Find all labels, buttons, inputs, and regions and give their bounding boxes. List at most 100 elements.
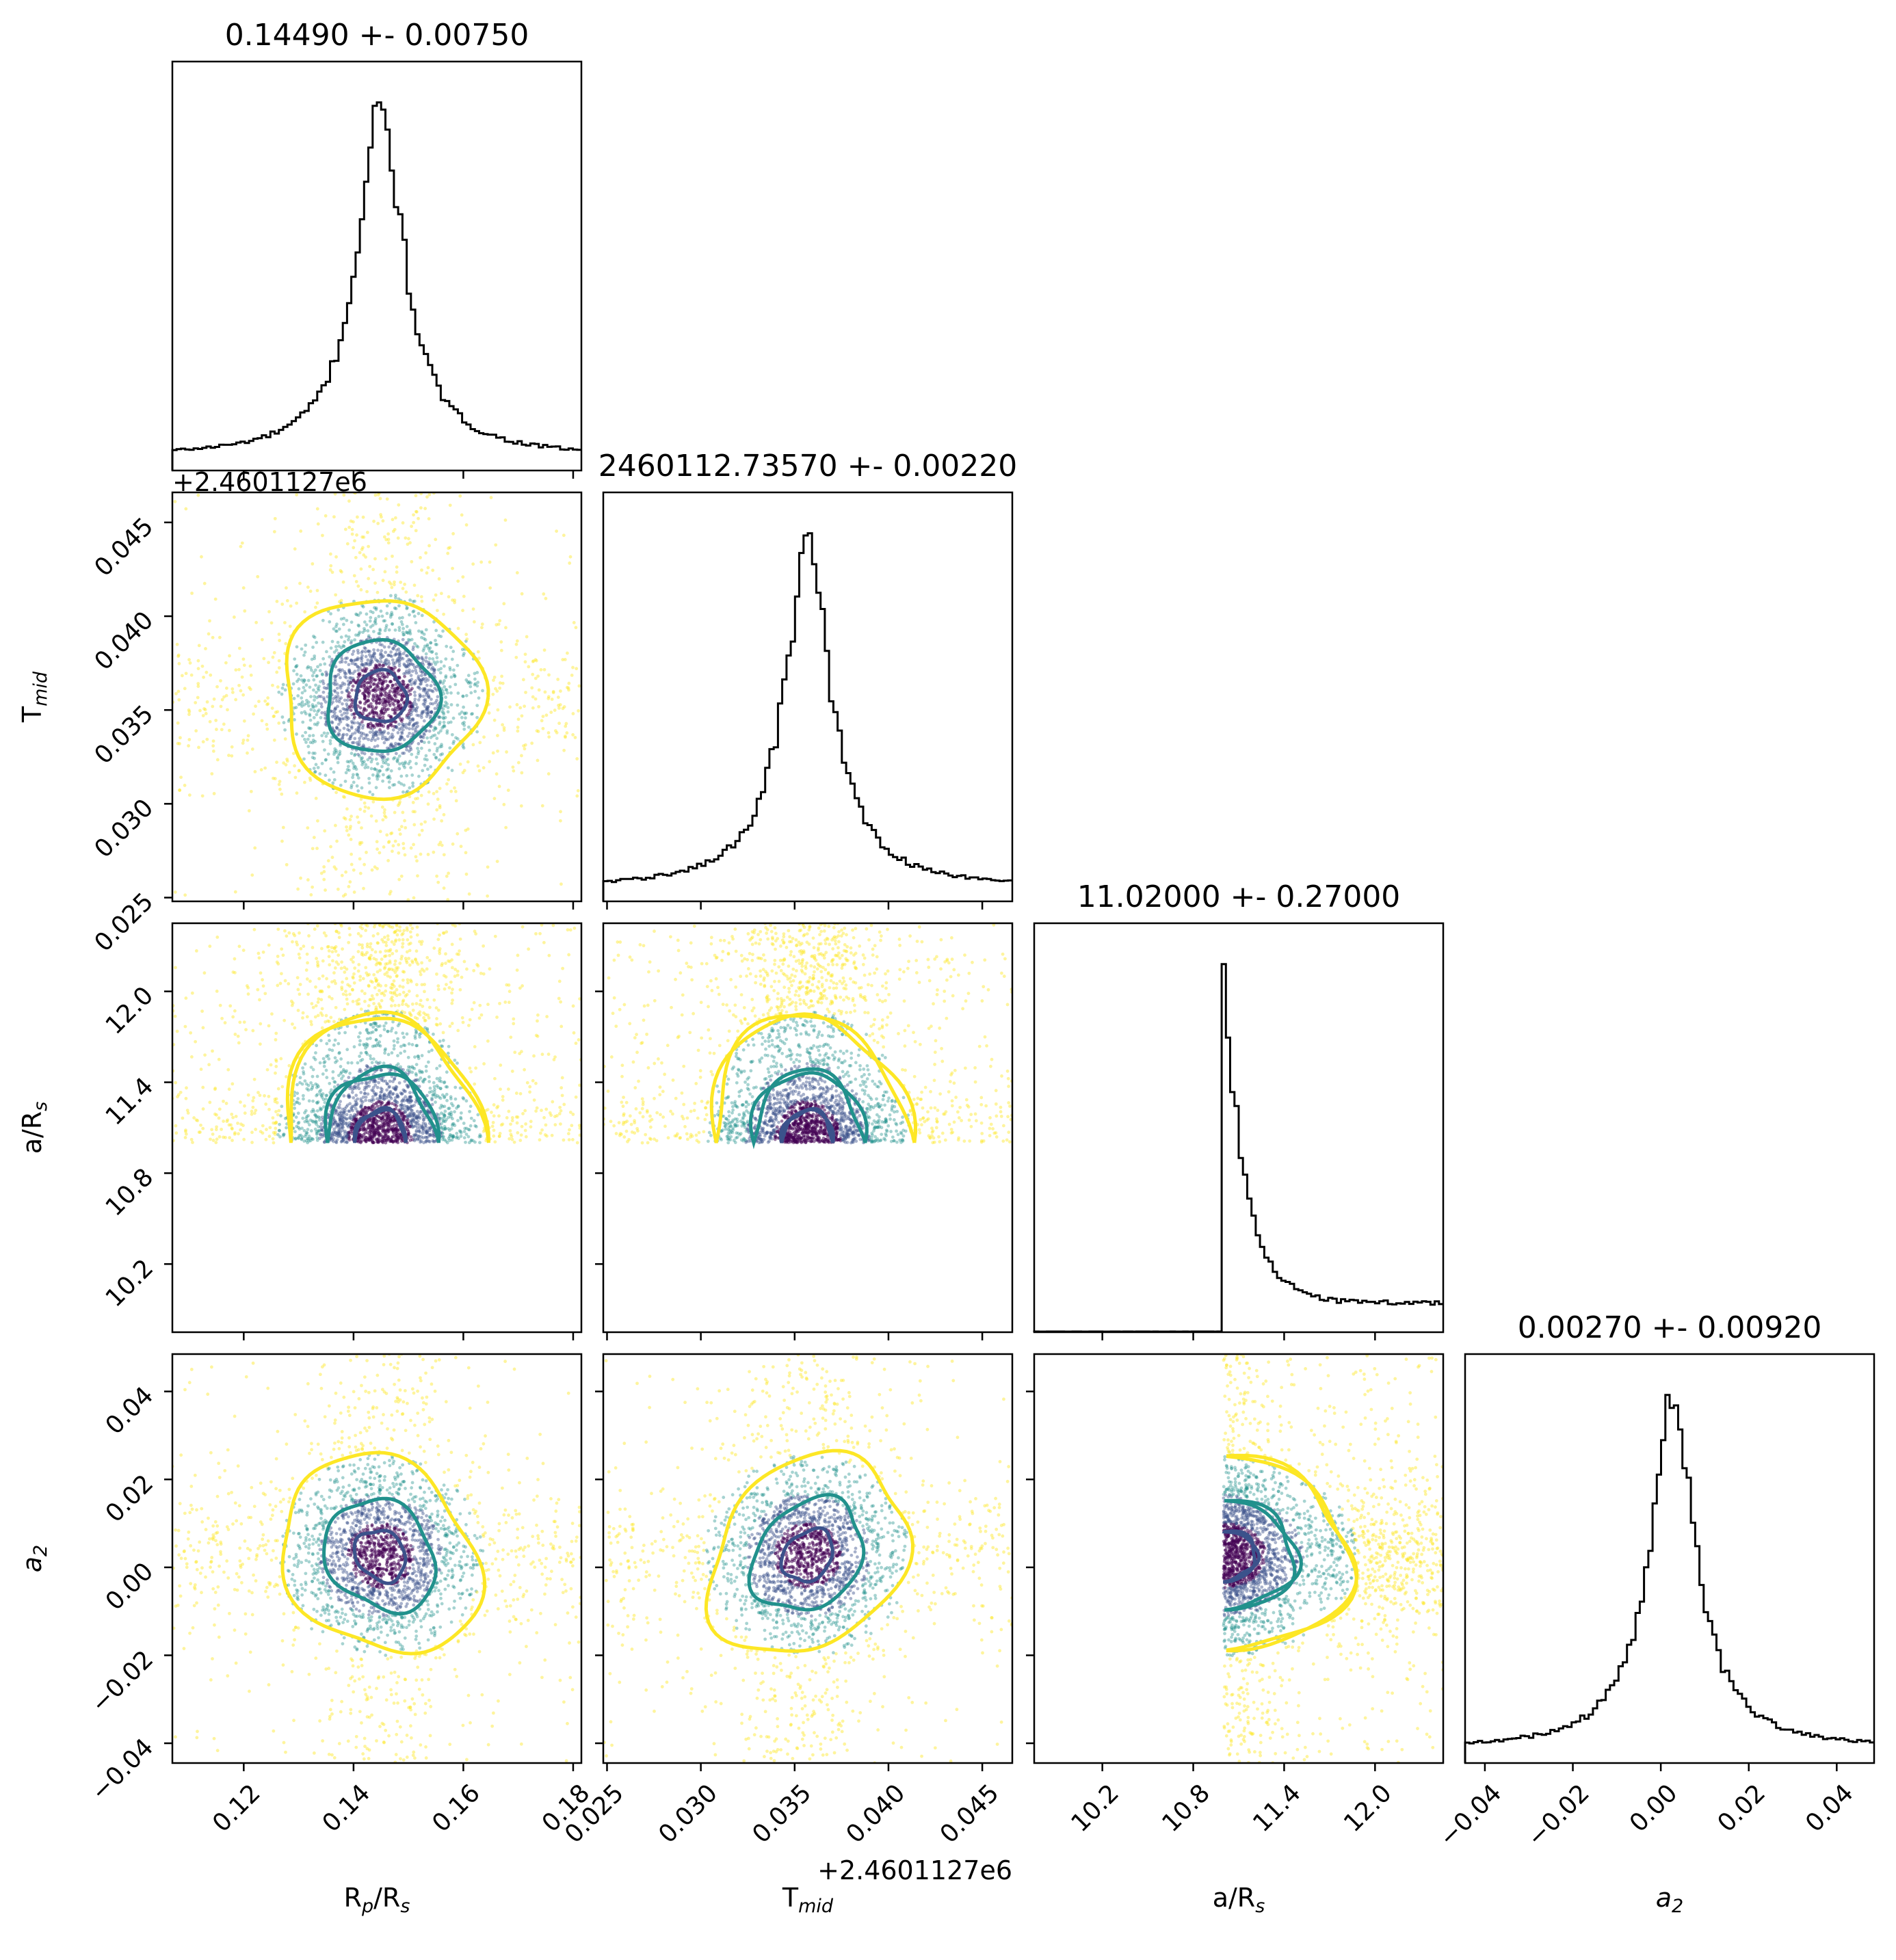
scatter-point (313, 1015, 317, 1019)
scatter-point (410, 1114, 414, 1118)
scatter-point (308, 1139, 313, 1143)
scatter-point (302, 1072, 306, 1076)
scatter-point (353, 638, 356, 642)
scatter-point (339, 1130, 343, 1134)
scatter-point (393, 594, 397, 597)
scatter-point (273, 1133, 277, 1137)
scatter-point (308, 778, 313, 782)
scatter-point (358, 730, 362, 734)
scatter-point (435, 688, 438, 692)
scatter-point (418, 1130, 422, 1134)
scatter-point (445, 729, 449, 733)
scatter-point (390, 1051, 394, 1055)
scatter-point (175, 642, 179, 646)
scatter-point (445, 930, 449, 934)
scatter-point (298, 1102, 302, 1106)
scatter-point (349, 519, 353, 523)
scatter-point (338, 1120, 342, 1123)
scatter-point (429, 711, 433, 714)
scatter-point (381, 700, 384, 704)
scatter-point (345, 542, 350, 546)
scatter-point (427, 517, 431, 520)
scatter-point (447, 1137, 451, 1140)
scatter-point (251, 1029, 255, 1033)
scatter-point (520, 592, 524, 596)
scatter-point (408, 1011, 412, 1015)
scatter-point (421, 1122, 425, 1125)
scatter-point (243, 609, 247, 613)
scatter-point (539, 667, 543, 672)
scatter-point (399, 825, 404, 829)
scatter-point (438, 671, 443, 675)
scatter-point (311, 703, 315, 706)
scatter-point (523, 747, 527, 751)
scatter-point (363, 697, 367, 701)
scatter-point (343, 672, 347, 676)
scatter-point (345, 825, 348, 829)
scatter-point (571, 712, 575, 715)
scatter-point (373, 652, 377, 656)
scatter-point (329, 612, 333, 615)
scatter-point (334, 716, 338, 720)
scatter-point (265, 1068, 269, 1072)
scatter-point (474, 932, 478, 936)
scatter-point (419, 734, 423, 739)
scatter-point (337, 722, 341, 726)
scatter-point (380, 643, 384, 647)
scatter-point (340, 660, 344, 664)
scatter-point (320, 1096, 324, 1099)
scatter-point (306, 826, 310, 830)
scatter-point (435, 698, 438, 702)
scatter-point (360, 535, 365, 539)
scatter-point (506, 1087, 510, 1091)
scatter-point (399, 734, 403, 738)
scatter-point (315, 1044, 319, 1048)
scatter-point (321, 640, 325, 644)
scatter-point (190, 991, 194, 995)
scatter-point (397, 628, 401, 633)
scatter-point (454, 1136, 458, 1140)
scatter-point (390, 831, 394, 835)
scatter-point (386, 1101, 390, 1105)
scatter-point (563, 658, 567, 661)
scatter-point (438, 951, 442, 955)
scatter-point (518, 1139, 523, 1142)
scatter-point (463, 1126, 467, 1130)
scatter-point (420, 568, 423, 572)
scatter-point (359, 1091, 363, 1094)
scatter-point (356, 728, 360, 732)
scatter-point (350, 532, 354, 536)
scatter-point (208, 719, 212, 724)
scatter-point (363, 620, 367, 624)
scatter-point (315, 1131, 319, 1135)
scatter-point (312, 688, 315, 692)
scatter-point (437, 1116, 441, 1120)
scatter-point (189, 1137, 194, 1141)
scatter-point (393, 992, 397, 996)
scatter-point (320, 1128, 324, 1133)
scatter-point (551, 1100, 555, 1104)
scatter-point (295, 942, 299, 946)
scatter-point (368, 1054, 372, 1058)
scatter-point (253, 846, 257, 850)
scatter-point (515, 1121, 519, 1125)
scatter-point (395, 924, 399, 928)
scatter-point (241, 738, 246, 742)
scatter-point (449, 1113, 453, 1117)
scatter-point (440, 1122, 443, 1126)
scatter-point (380, 687, 384, 691)
scatter-point (337, 1018, 341, 1021)
scatter-point (315, 589, 319, 592)
scatter-point (345, 967, 349, 971)
scatter-point (194, 1039, 198, 1044)
scatter-point (358, 871, 363, 875)
scatter-point (399, 730, 404, 734)
scatter-point (369, 1127, 373, 1131)
scatter-point (440, 745, 444, 748)
scatter-point (332, 1043, 336, 1047)
scatter-point (350, 725, 354, 729)
scatter-point (423, 1122, 427, 1126)
scatter-point (408, 963, 412, 967)
scatter-point (442, 974, 446, 978)
scatter-point (313, 668, 317, 672)
